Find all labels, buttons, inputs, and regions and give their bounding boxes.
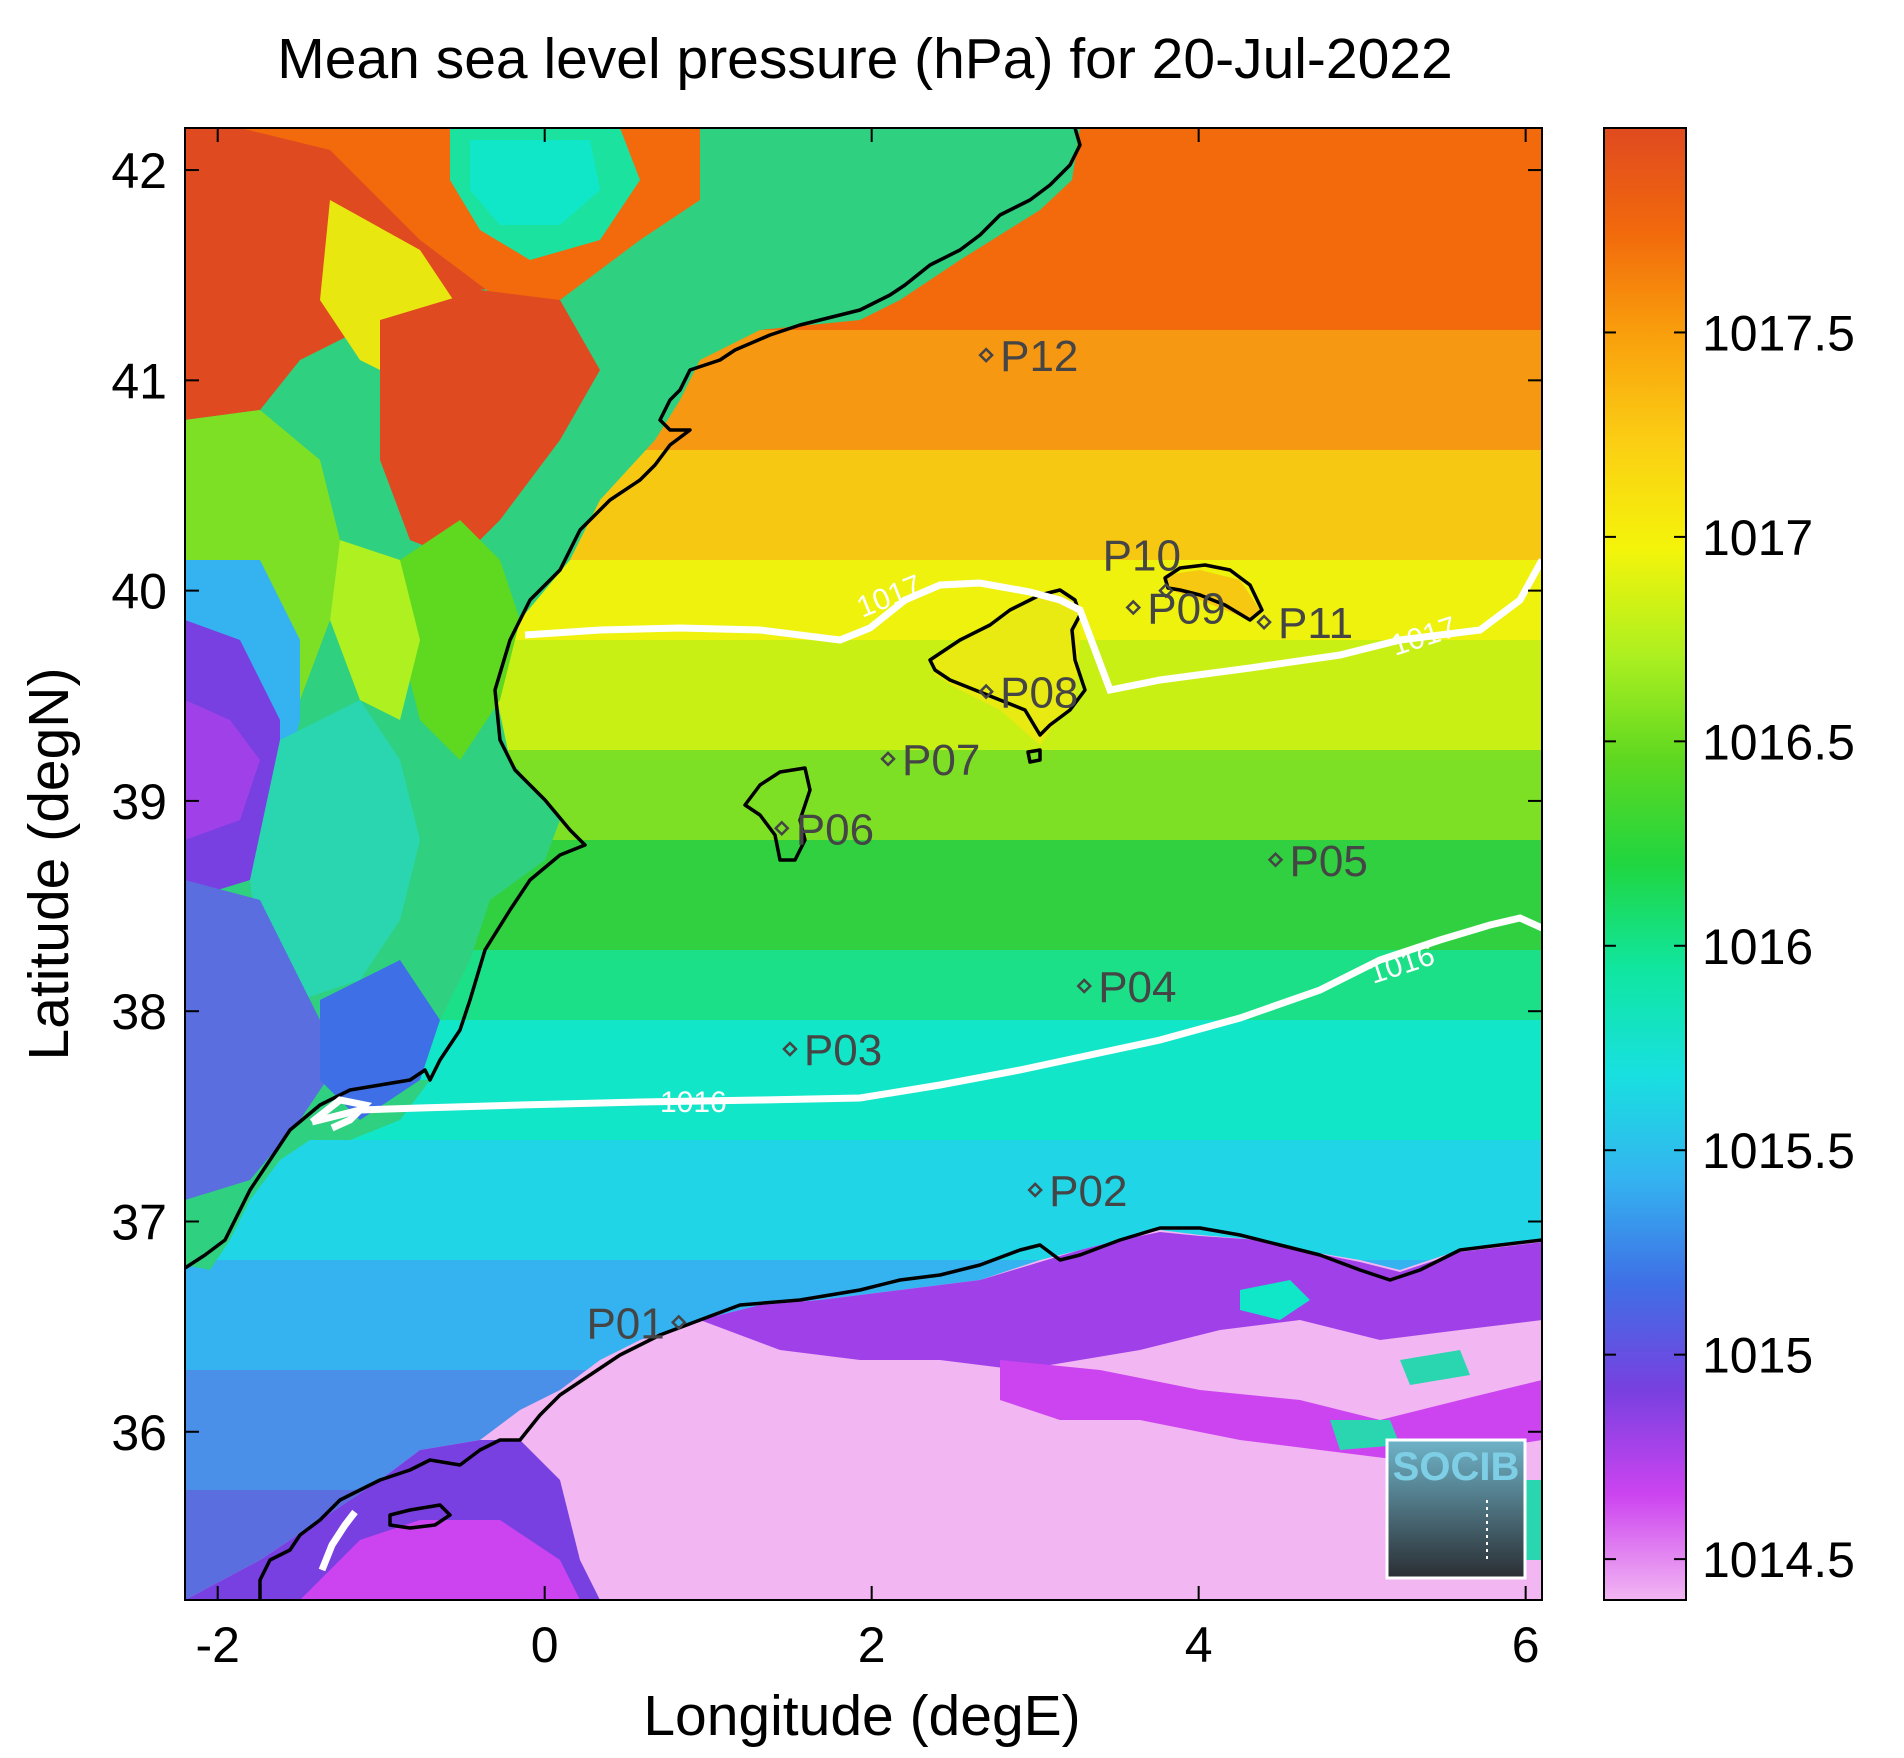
map-frame (184, 127, 1543, 1601)
colorbar-tick-label: 1016.5 (1702, 714, 1855, 770)
colorbar-tick-label: 1017.5 (1702, 305, 1855, 361)
station-marker (1256, 614, 1272, 630)
x-tick-label: 0 (531, 1617, 559, 1673)
station-label: P08 (1000, 669, 1078, 718)
x-tick-label: -2 (195, 1617, 239, 1673)
x-axis: -2 0 2 4 6 (195, 128, 1540, 1673)
x-tick-label: 2 (858, 1617, 886, 1673)
station-marker (782, 1041, 798, 1057)
station-marker (670, 1314, 687, 1331)
station-label: P01 (586, 1299, 664, 1348)
colorbar-tick-label: 1017 (1702, 510, 1813, 566)
pressure-field: 1017 1017 1016 1016 P01P02P03P04P05P06P0… (185, 128, 1542, 1600)
station-label: P02 (1049, 1167, 1127, 1216)
y-tick-label: 41 (111, 353, 167, 409)
station-marker (773, 820, 790, 837)
contour-label-1016-b: 1016 (660, 1086, 727, 1119)
y-tick-label: 37 (111, 1194, 167, 1250)
station-label: P07 (902, 736, 980, 785)
station-label: P11 (1278, 599, 1353, 648)
colorbar-tick-label: 1015.5 (1702, 1123, 1855, 1179)
station-marker (1027, 1182, 1043, 1198)
station-marker (978, 683, 994, 700)
station-label: P04 (1098, 963, 1176, 1012)
station-label: P09 (1147, 584, 1225, 633)
colorbar-tick-label: 1014.5 (1702, 1532, 1855, 1588)
y-tick-label: 38 (111, 984, 167, 1040)
contours (309, 558, 1542, 1572)
colorbar: 1014.5 1015 1015.5 1016 1016.5 1017 1017.5 (1603, 127, 1855, 1601)
station-marker (978, 347, 994, 363)
station-marker (1125, 599, 1142, 616)
station-marker (1158, 582, 1174, 599)
chart-title: Mean sea level pressure (hPa) for 20-Jul… (277, 27, 1452, 91)
socib-logo: SOCIB (1385, 1438, 1527, 1580)
station-marker (1267, 852, 1284, 868)
coastlines (185, 128, 1542, 1600)
station-label: P12 (1000, 332, 1078, 381)
x-tick-label: 4 (1185, 1617, 1213, 1673)
y-tick-label: 39 (111, 774, 167, 830)
station-label: P03 (804, 1026, 882, 1075)
station-label: P06 (796, 805, 874, 854)
y-tick-label: 40 (111, 564, 167, 620)
y-axis: 36 37 38 39 40 41 42 (111, 143, 1542, 1461)
y-axis-label: Latitude (degN) (17, 668, 81, 1061)
x-tick-label: 6 (1512, 1617, 1540, 1673)
logo-text: SOCIB (1393, 1445, 1520, 1489)
x-axis-label: Longitude (degE) (643, 1684, 1080, 1748)
station-marker (1076, 978, 1092, 994)
station-label: P10 (1103, 532, 1181, 581)
colorbar-tick-label: 1016 (1702, 919, 1813, 975)
colorbar-gradient (1603, 127, 1687, 1601)
y-tick-label: 36 (111, 1405, 167, 1461)
colorbar-tick-label: 1015 (1702, 1328, 1813, 1384)
colorbar-ticks: 1014.5 1015 1015.5 1016 1016.5 1017 1017.5 (1604, 305, 1855, 1588)
station-label: P05 (1290, 837, 1368, 886)
station-marker (880, 751, 896, 767)
y-tick-label: 42 (111, 143, 167, 199)
